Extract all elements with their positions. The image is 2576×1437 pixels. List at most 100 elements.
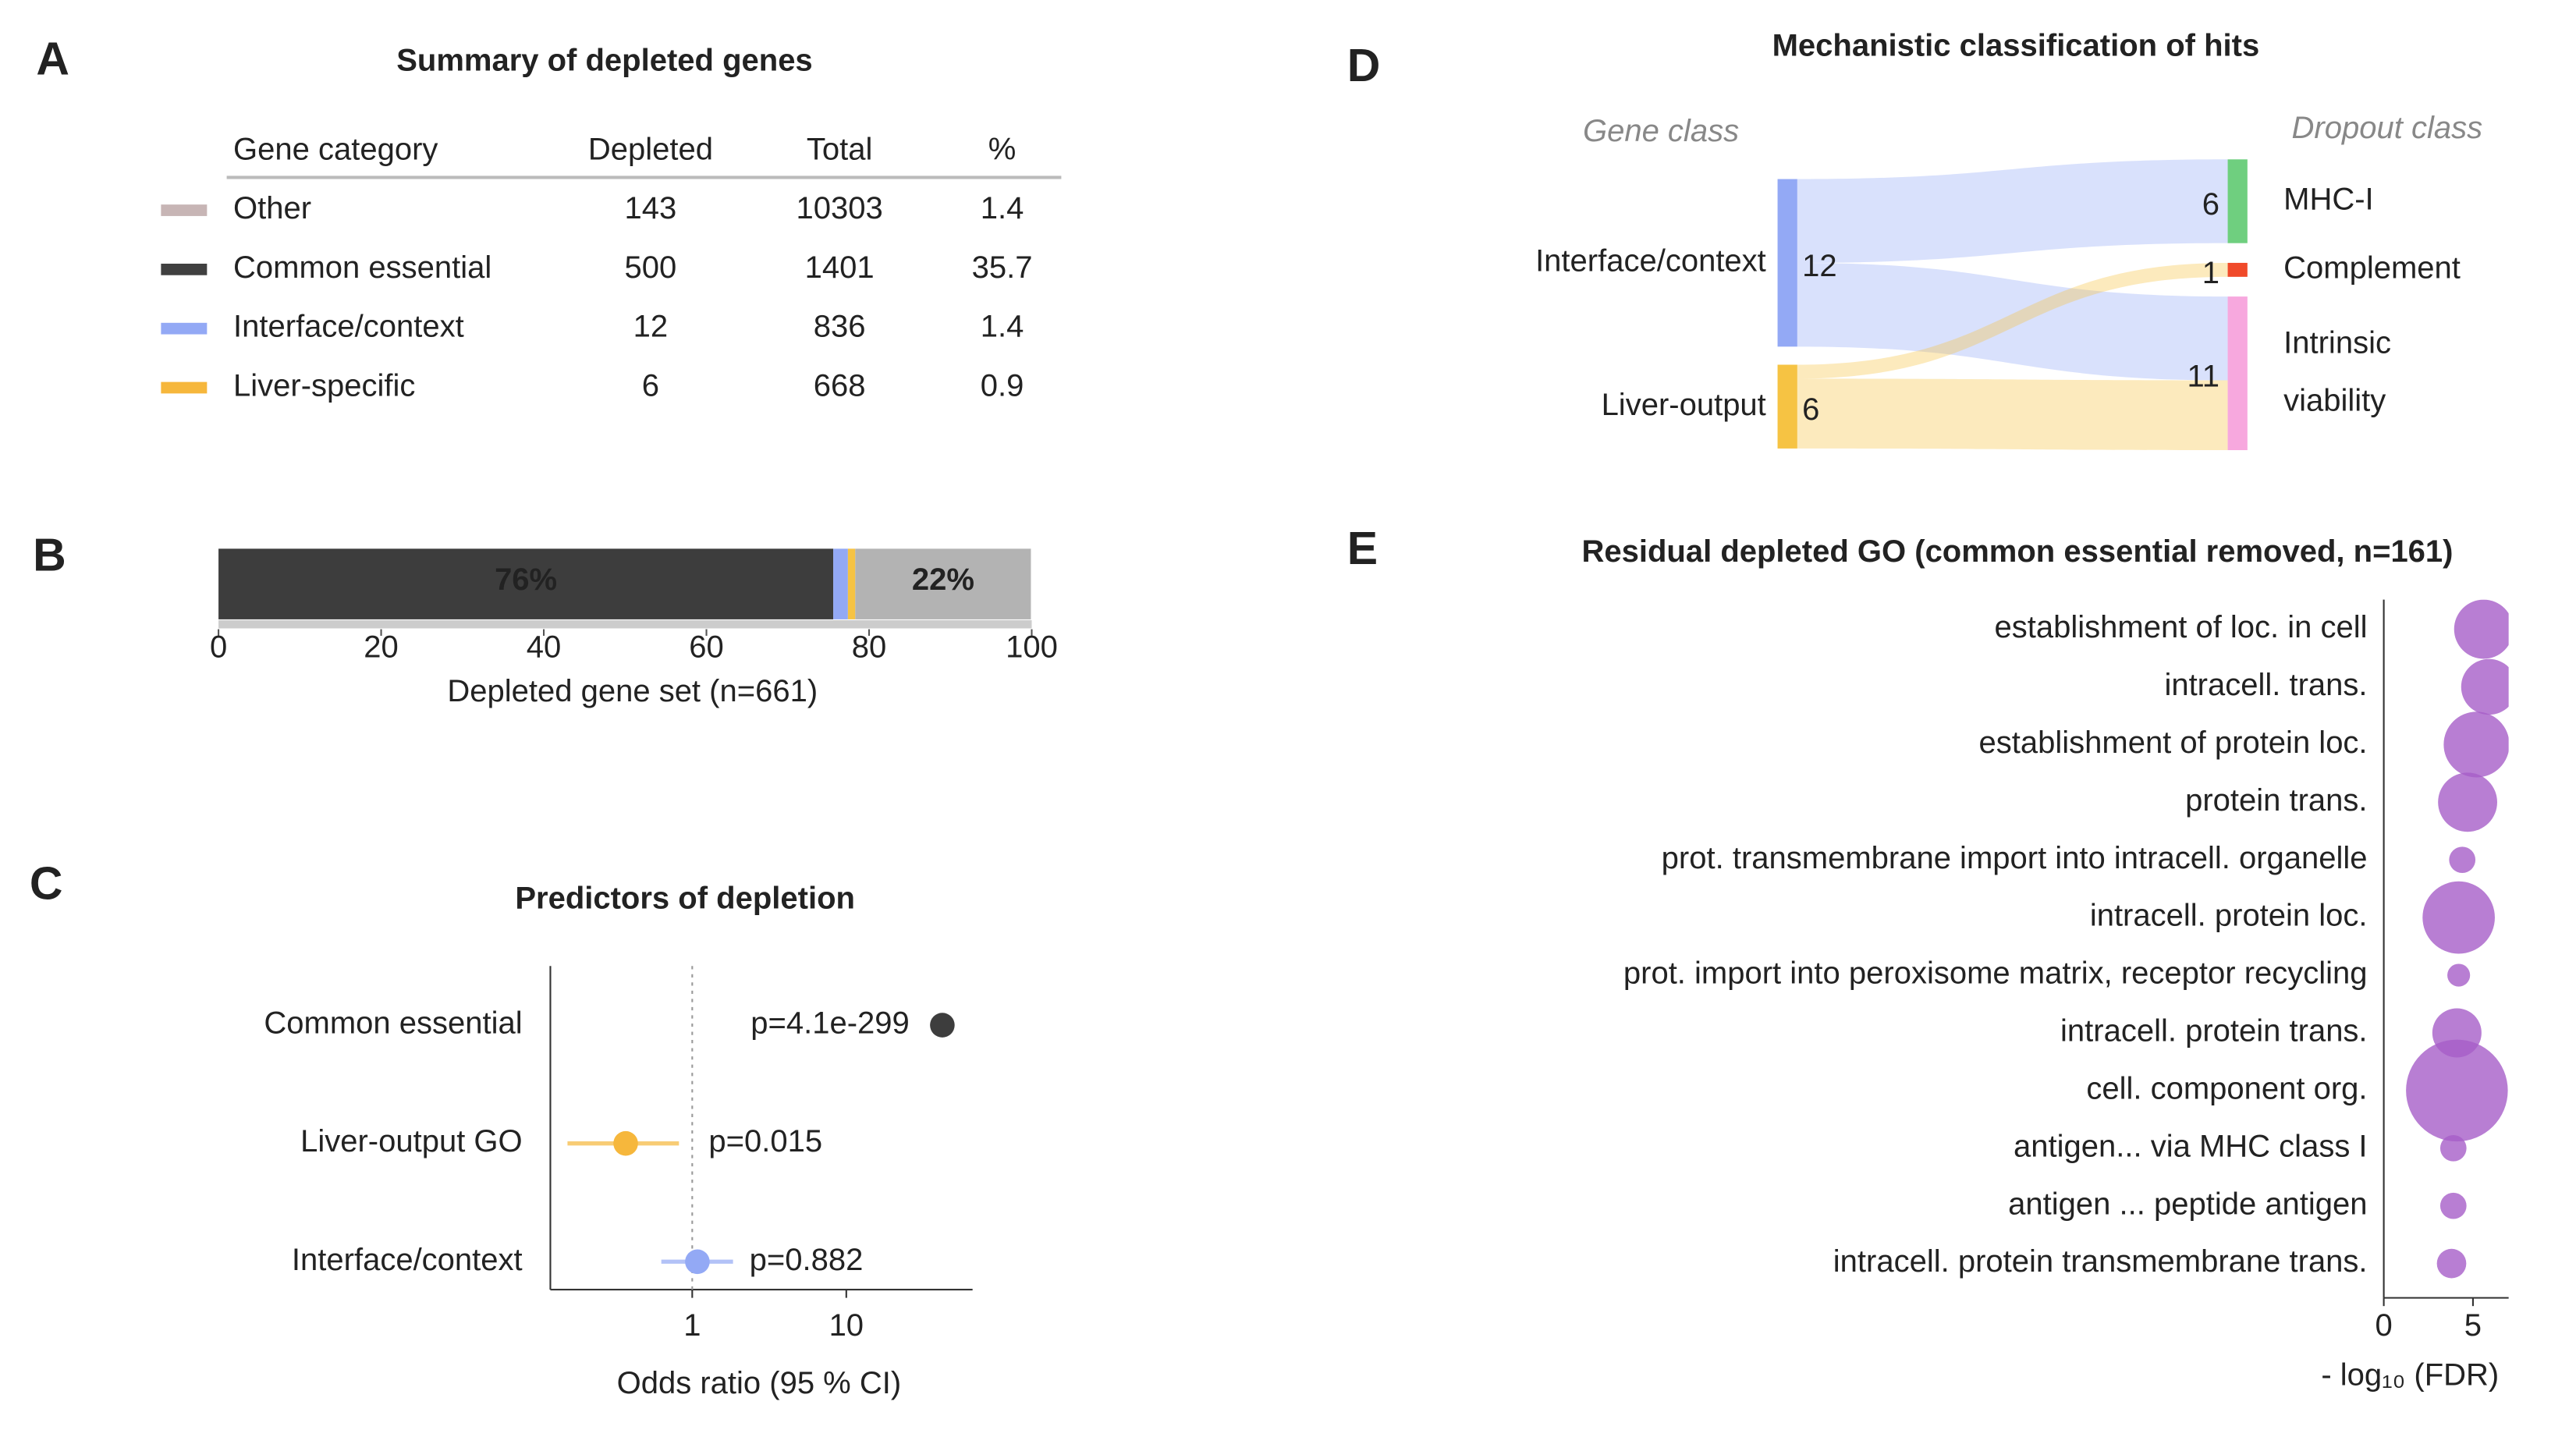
table-cell: Liver-specific	[233, 369, 415, 403]
panel-label: D	[1347, 41, 1381, 91]
bar-segment	[847, 548, 856, 619]
annotation: p=0.015	[708, 1124, 822, 1158]
flow	[1797, 159, 2228, 263]
node	[2227, 262, 2248, 277]
node-label: Interface/context	[1535, 244, 1766, 279]
bubble	[2443, 711, 2509, 778]
value-label: 22%	[912, 562, 974, 597]
y-tick-label: cell. component org.	[2086, 1071, 2367, 1105]
x-tick-label: 80	[852, 630, 887, 664]
flow	[1797, 262, 2228, 379]
plot-area	[2406, 599, 2509, 1279]
bubble	[2406, 1039, 2508, 1142]
y-tick-label: Liver-output GO	[300, 1124, 523, 1158]
x-axis-label: - log₁₀ (FDR)	[2321, 1357, 2499, 1392]
y-tick-label: antigen ... peptide antigen	[2008, 1187, 2367, 1221]
x-tick-label: 0	[2375, 1308, 2392, 1343]
x-axis-label: Odds ratio (95 % CI)	[617, 1366, 902, 1400]
legend-swatch	[161, 204, 208, 216]
panel-label: A	[36, 34, 69, 85]
node-value: 6	[2202, 187, 2219, 222]
x-tick-label: 0	[210, 630, 227, 664]
bubble	[2436, 1248, 2467, 1279]
node-label: Liver-output	[1602, 388, 1766, 422]
x-tick-label: 1	[683, 1308, 701, 1343]
table-cell: 10303	[796, 191, 882, 225]
annotation: p=4.1e-299	[750, 1006, 910, 1041]
bubble	[2454, 599, 2509, 659]
column-header: Gene class	[1583, 114, 1739, 148]
node	[1777, 179, 1797, 347]
panel-label: B	[33, 530, 66, 581]
node	[1777, 364, 1797, 449]
x-tick-label: 40	[527, 630, 562, 664]
bubble	[2439, 1134, 2467, 1162]
node-value: 6	[1802, 392, 1819, 427]
value-label: 76%	[495, 562, 557, 597]
x-tick-label: 20	[364, 630, 399, 664]
y-tick-label: prot. transmembrane import into intracel…	[1662, 841, 2368, 875]
node-label: MHC-I	[2283, 183, 2374, 217]
y-tick-label: protein trans.	[2185, 783, 2367, 818]
panel-title: Residual depleted GO (common essential r…	[1581, 534, 2453, 569]
bubble	[2439, 1192, 2467, 1219]
table-cell: 12	[633, 310, 669, 344]
bar-segment	[855, 548, 1031, 619]
column-header: %	[988, 132, 1017, 166]
node-label: Complement	[2283, 250, 2461, 285]
bar-segment	[218, 548, 834, 619]
table-cell: Interface/context	[233, 310, 464, 344]
flow	[1797, 262, 2228, 381]
table-cell: 1.4	[981, 191, 1024, 225]
y-tick-label: antigen... via MHC class I	[2014, 1129, 2368, 1163]
node	[2227, 296, 2248, 451]
node	[2227, 159, 2248, 243]
bubble	[2461, 658, 2509, 715]
bar-segment	[833, 548, 848, 619]
bubble	[2447, 963, 2471, 987]
node-label: Intrinsic viability	[2283, 325, 2391, 417]
point	[930, 1013, 955, 1038]
annotation: p=0.882	[750, 1243, 864, 1277]
y-tick-label: intracell. protein loc.	[2090, 899, 2368, 933]
x-axis-label: Depleted gene set (n=661)	[447, 674, 818, 708]
bubble	[2438, 772, 2497, 832]
column-header: Depleted	[588, 132, 713, 166]
node-value: 11	[2187, 359, 2219, 393]
table-cell: 668	[814, 369, 866, 403]
legend-swatch	[161, 322, 208, 335]
legend-swatch	[161, 263, 208, 275]
x-tick-label: 10	[829, 1308, 864, 1343]
table-cell: 6	[642, 369, 659, 403]
column-header: Gene category	[233, 132, 438, 166]
panel-title: Mechanistic classification of hits	[1772, 29, 2260, 63]
table-cell: 1.4	[981, 310, 1024, 344]
table-cell: 143	[625, 191, 677, 225]
legend-swatch	[161, 381, 208, 394]
x-tick-label: 5	[2464, 1308, 2482, 1343]
table-cell: Other	[233, 191, 311, 225]
table-cell: 836	[814, 310, 866, 344]
panel-label: C	[30, 859, 63, 910]
y-tick-label: establishment of protein loc.	[1979, 726, 2368, 760]
flow	[1797, 378, 2228, 451]
bubble	[2449, 846, 2476, 874]
y-tick-label: intracell. trans.	[2164, 668, 2367, 702]
table-cell: 35.7	[972, 250, 1033, 285]
column-header: Dropout class	[2292, 111, 2483, 145]
y-tick-label: Common essential	[264, 1006, 522, 1041]
bubble	[2422, 881, 2495, 954]
point	[685, 1249, 710, 1275]
x-tick-label: 60	[689, 630, 724, 664]
y-tick-label: Interface/context	[292, 1243, 523, 1277]
x-tick-label: 100	[1006, 630, 1058, 664]
point	[613, 1130, 638, 1156]
table-cell: 1401	[805, 250, 875, 285]
table-cell: 500	[625, 250, 677, 285]
panel-title: Summary of depleted genes	[396, 44, 812, 78]
y-tick-label: intracell. protein trans.	[2060, 1014, 2368, 1048]
y-tick-label: establishment of loc. in cell	[1995, 610, 2368, 644]
y-tick-label: intracell. protein transmembrane trans.	[1833, 1244, 2368, 1279]
node-value: 1	[2202, 256, 2219, 290]
